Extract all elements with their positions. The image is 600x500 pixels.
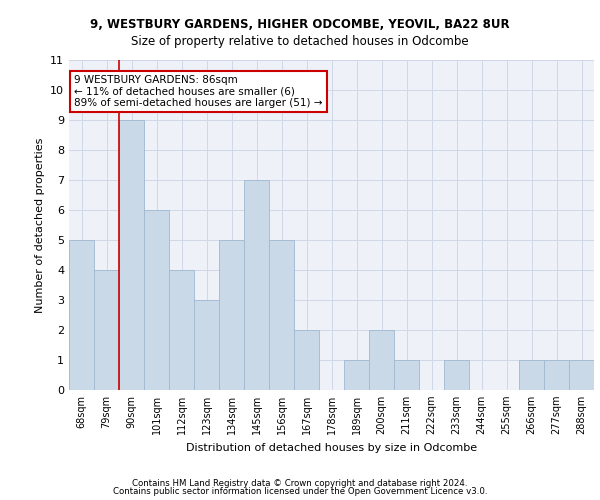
Bar <box>119 120 144 390</box>
Bar <box>244 180 269 390</box>
Text: Size of property relative to detached houses in Odcombe: Size of property relative to detached ho… <box>131 35 469 48</box>
Y-axis label: Number of detached properties: Number of detached properties <box>35 138 44 312</box>
Bar <box>344 360 369 390</box>
Bar <box>394 360 419 390</box>
Text: 9, WESTBURY GARDENS, HIGHER ODCOMBE, YEOVIL, BA22 8UR: 9, WESTBURY GARDENS, HIGHER ODCOMBE, YEO… <box>90 18 510 30</box>
Text: Contains public sector information licensed under the Open Government Licence v3: Contains public sector information licen… <box>113 488 487 496</box>
Bar <box>369 330 394 390</box>
Text: Contains HM Land Registry data © Crown copyright and database right 2024.: Contains HM Land Registry data © Crown c… <box>132 478 468 488</box>
Text: 9 WESTBURY GARDENS: 86sqm
← 11% of detached houses are smaller (6)
89% of semi-d: 9 WESTBURY GARDENS: 86sqm ← 11% of detac… <box>74 75 323 108</box>
Bar <box>144 210 169 390</box>
Bar <box>194 300 219 390</box>
Bar <box>294 330 319 390</box>
Bar <box>519 360 544 390</box>
Bar <box>94 270 119 390</box>
Bar <box>544 360 569 390</box>
Bar <box>444 360 469 390</box>
Bar <box>169 270 194 390</box>
Bar <box>569 360 594 390</box>
Bar <box>219 240 244 390</box>
X-axis label: Distribution of detached houses by size in Odcombe: Distribution of detached houses by size … <box>186 442 477 452</box>
Bar <box>69 240 94 390</box>
Bar <box>269 240 294 390</box>
